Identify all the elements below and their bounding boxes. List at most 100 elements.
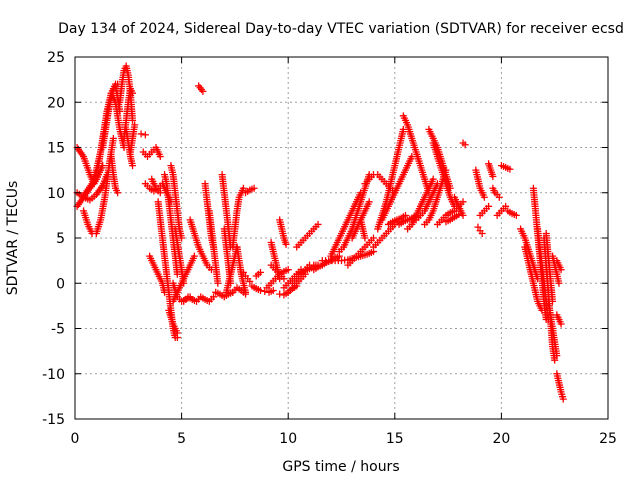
data-point [282,240,290,248]
data-point [269,286,277,294]
data-point [131,121,139,129]
y-tick-label: 25 [47,50,65,66]
series-arc-83 [521,243,546,314]
series-arc-90 [553,257,565,274]
x-tick-label: 25 [599,431,617,447]
series-arc-81 [504,207,520,219]
y-tick-label: 0 [56,276,65,292]
series-arc-75 [474,223,486,237]
series-arc-66 [412,180,441,224]
series-arc-61 [378,153,416,224]
y-axis-label: SDTVAR / TECUs [5,181,21,296]
series-arc-55 [344,234,377,269]
series-arc-91 [553,311,565,328]
data-point [361,234,369,242]
x-tick-label: 5 [177,431,186,447]
data-point [429,175,437,183]
y-tick-label: -10 [42,367,65,383]
series-arc-26 [186,216,215,274]
x-axis-label: GPS time / hours [282,459,399,475]
series-arc-16 [148,175,164,197]
data-point [557,266,565,274]
data-point [114,189,122,197]
series-arc-87 [542,229,557,305]
series-arc-25 [180,293,218,305]
series-arc-13 [137,130,149,139]
x-tick-labels: 0 5 10 15 20 25 [71,431,617,447]
data-point [173,329,181,337]
data-point [190,252,198,260]
series-arc-12 [126,121,139,156]
data-point [129,162,137,170]
x-tick-label: 15 [386,431,404,447]
series-arc-78 [489,184,503,201]
data-point [180,279,188,287]
data-point [256,268,264,276]
series-arc-49 [293,220,322,251]
data-point [495,193,503,201]
series-arc-39 [248,282,277,296]
series-arc-71 [442,210,463,226]
data-point [553,352,561,360]
series-arc-59 [369,216,403,251]
series-arc-64 [399,112,433,197]
data-point [129,116,137,124]
series-arc-76 [476,202,493,219]
x-tick-label: 20 [492,431,510,447]
series-arc-62 [384,211,409,228]
data-point [369,234,377,242]
data-point [474,223,482,231]
data-point [455,210,463,218]
data-point [485,202,493,210]
series-arc-43 [267,261,288,283]
y-tick-labels: -15 -10 -5 0 5 10 15 20 25 [42,50,65,428]
data-point [116,107,124,115]
data-point [512,211,520,219]
series-arc-17 [146,252,169,296]
series-arc-08 [107,153,122,197]
series-arc-40 [252,268,264,280]
data-point [480,193,488,201]
series-arc-77 [485,160,497,180]
data-point [284,266,292,274]
data-point [478,229,486,237]
data-point [459,198,467,206]
data-point [506,165,514,173]
data-point [276,290,284,298]
y-tick-label: -15 [42,412,65,428]
series-arc-30 [212,288,237,301]
series-arc-24 [171,225,188,287]
data-point [280,275,288,283]
data-point [459,211,467,219]
y-tick-label: 15 [47,141,65,157]
data-point [199,87,207,95]
series-arc-38 [239,268,254,285]
series-arc-04 [80,134,117,237]
x-tick-label: 10 [279,431,297,447]
data-point [156,153,164,161]
series-arc-29 [205,207,222,287]
data-point [210,293,218,301]
series-arc-65 [404,175,437,233]
series-arc-20 [167,162,186,242]
series-arc-44 [276,216,290,248]
data-point [555,279,563,287]
data-point [256,286,264,294]
data-point [314,220,322,228]
data-point [559,395,567,403]
axis-ticks [74,56,609,420]
series-arc-37 [242,184,258,197]
data-point [239,268,247,276]
series-arc-88 [544,297,561,360]
data-point [246,277,254,285]
data-point [156,189,164,197]
data-point [489,172,497,180]
series-arc-79 [493,202,510,219]
data-points [73,62,567,403]
series-arc-80 [497,162,514,173]
data-point [141,131,149,139]
series-arc-27 [195,82,207,95]
data-point [557,320,565,328]
y-tick-label: -5 [51,322,65,338]
